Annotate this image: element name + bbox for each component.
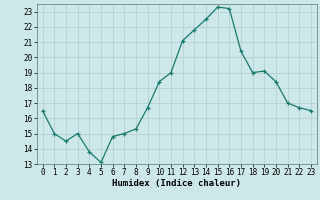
X-axis label: Humidex (Indice chaleur): Humidex (Indice chaleur) [112,179,241,188]
